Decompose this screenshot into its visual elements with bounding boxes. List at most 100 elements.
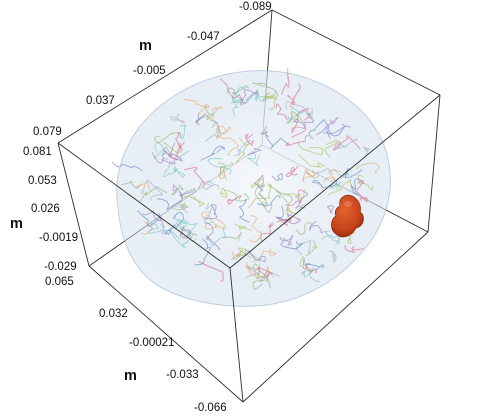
- gyrus-line: [163, 160, 179, 178]
- gyrus-line: [162, 224, 175, 235]
- gyrus-line: [327, 179, 357, 197]
- gyrus-line: [344, 245, 365, 253]
- gyrus-line: [200, 145, 225, 161]
- gyrus-line: [111, 161, 143, 172]
- gyrus-line: [217, 162, 234, 175]
- gyrus-line: [305, 168, 317, 177]
- gyrus-line: [246, 151, 261, 167]
- gyrus-line: [308, 119, 330, 140]
- gyrus-line: [146, 179, 163, 201]
- gyrus-line: [194, 238, 211, 266]
- gyrus-line: [238, 247, 252, 260]
- bottom-tick: 0.065: [45, 276, 74, 288]
- gyrus-line: [248, 215, 263, 243]
- bottom-axis: 0.065 0.032 -0.00021 -0.033 -0.066 m: [45, 276, 227, 414]
- gyrus-line: [179, 124, 187, 139]
- gyrus-line: [183, 99, 210, 115]
- gyrus-line: [215, 125, 231, 138]
- gyrus-line: [202, 180, 220, 190]
- gyrus-line: [230, 251, 242, 260]
- gyrus-line: [301, 265, 318, 273]
- gyrus-line: [300, 263, 323, 278]
- bottom-axis-unit: m: [124, 368, 137, 384]
- gyrus-line: [280, 241, 304, 250]
- gyrus-line: [172, 184, 193, 197]
- gyrus-line: [163, 142, 183, 154]
- gyrus-line: [248, 250, 266, 263]
- gyrus-line: [157, 192, 183, 211]
- gyrus-line: [238, 198, 250, 223]
- gyrus-line: [234, 223, 253, 232]
- gyrus-line: [355, 180, 368, 203]
- gyrus-line: [295, 222, 313, 235]
- bounding-box-front: [57, 94, 441, 403]
- gyrus-line: [275, 103, 288, 121]
- left-axis: 0.081 0.053 0.026 -0.0019 -0.029 m: [10, 146, 78, 273]
- left-tick: 0.026: [31, 203, 60, 215]
- gyrus-line: [151, 152, 175, 165]
- gyrus-line: [224, 189, 250, 202]
- gyrus-line: [357, 174, 374, 191]
- gyrus-line: [168, 229, 187, 248]
- gyrus-line: [139, 186, 168, 202]
- gyrus-line: [297, 141, 324, 156]
- gyrus-line: [260, 126, 268, 135]
- lesion-blob: [331, 194, 364, 238]
- gyrus-line: [323, 125, 351, 134]
- gyrus-line: [257, 194, 281, 206]
- gyrus-line: [335, 138, 358, 149]
- gyrus-line: [265, 134, 290, 149]
- gyrus-line: [258, 182, 267, 201]
- gyrus-line: [220, 186, 228, 198]
- gyrus-line: [257, 192, 273, 214]
- gyrus-line: [233, 139, 252, 157]
- brain-gyri: [111, 68, 381, 291]
- gyrus-line: [173, 213, 188, 229]
- top-tick: 0.079: [33, 126, 62, 138]
- gyrus-line: [285, 135, 309, 147]
- brain-mesh: [111, 68, 391, 307]
- gyrus-line: [141, 221, 154, 235]
- gyrus-line: [287, 83, 301, 105]
- gyrus-line: [363, 146, 370, 155]
- gyrus-line: [289, 96, 295, 117]
- left-tick: 0.081: [23, 146, 52, 158]
- gyrus-line: [235, 137, 250, 163]
- gyrus-line: [218, 166, 227, 181]
- gyrus-line: [312, 167, 334, 179]
- gyrus-line: [252, 82, 279, 97]
- gyrus-line: [207, 158, 232, 175]
- gyrus-line: [328, 250, 337, 263]
- gyrus-line: [172, 211, 184, 229]
- gyrus-line: [257, 267, 273, 282]
- gyrus-line: [286, 213, 302, 225]
- gyrus-line: [279, 234, 294, 246]
- gyrus-line: [350, 178, 365, 195]
- gyrus-line: [204, 107, 224, 121]
- gyrus-line: [137, 210, 161, 227]
- gyrus-line: [244, 133, 254, 147]
- gyrus-line: [311, 179, 338, 189]
- gyrus-line: [332, 135, 361, 151]
- gyrus-line: [306, 108, 313, 121]
- gyrus-line: [301, 270, 320, 283]
- gyrus-line: [267, 183, 293, 204]
- gyrus-line: [240, 89, 260, 106]
- gyrus-line: [204, 218, 227, 230]
- gyrus-line: [285, 189, 306, 206]
- gyrus-line: [301, 169, 314, 183]
- gyrus-line: [173, 165, 185, 178]
- gyrus-line: [204, 204, 218, 220]
- gyrus-line: [327, 205, 334, 214]
- gyrus-line: [285, 165, 299, 178]
- top-tick: -0.089: [239, 1, 272, 13]
- gyrus-line: [292, 120, 314, 129]
- gyrus-line: [174, 203, 189, 214]
- gyrus-line: [189, 195, 205, 207]
- left-tick: -0.0019: [39, 232, 78, 244]
- gyrus-line: [315, 117, 339, 136]
- gyrus-line: [271, 172, 283, 182]
- gyrus-line: [170, 113, 185, 124]
- gyrus-line: [231, 97, 243, 117]
